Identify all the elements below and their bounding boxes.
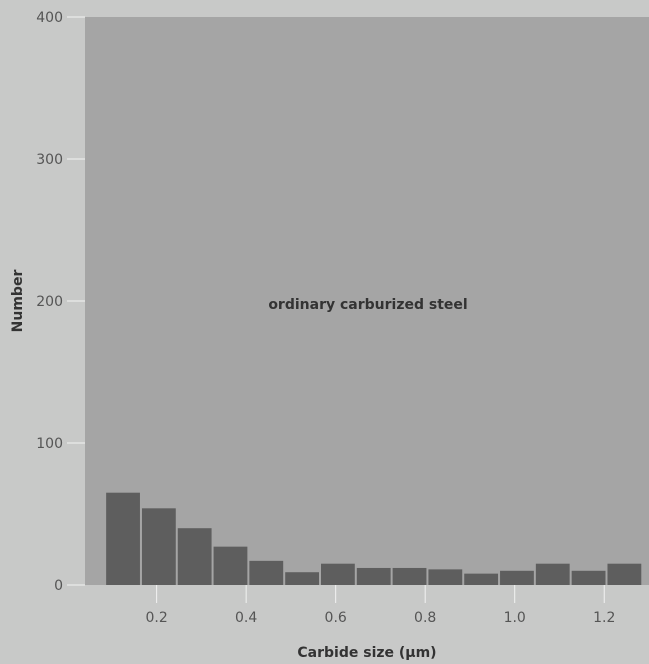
plot-area [85,17,649,585]
histogram-bar [106,492,140,585]
x-tick-label: 0.2 [145,610,167,626]
x-tick-label: 0.4 [235,610,257,626]
histogram-bar [428,569,463,585]
histogram-bar [392,567,427,585]
histogram-bar [249,560,284,585]
histogram-bar [571,570,606,585]
x-axis-label: Carbide size (μm) [297,645,436,661]
histogram-bar [177,528,212,585]
x-tick-label: 1.0 [504,610,526,626]
y-tick-label: 300 [36,152,63,168]
x-tick-label: 0.6 [325,610,347,626]
plot-annotation: ordinary carburized steel [268,297,467,313]
bars-group [106,492,642,585]
x-tick-label: 1.2 [593,610,615,626]
y-axis-label: Number [10,270,26,333]
histogram-bar [464,573,499,585]
y-tick-label: 400 [36,10,63,26]
y-axis-ticks: 0 100 200 300 400 [36,10,85,594]
y-tick-label: 200 [36,294,63,310]
x-tick-label: 0.8 [414,610,436,626]
y-tick-label: 100 [36,436,63,452]
histogram-bar [356,567,391,585]
histogram-bar [500,570,534,585]
histogram-bar [141,508,176,585]
histogram-bar [607,563,642,585]
histogram-bar [285,572,319,585]
histogram-bar [213,546,248,585]
y-tick-label: 0 [54,578,63,594]
x-axis-ticks: 0.2 0.4 0.6 0.8 1.0 1.2 [145,585,615,626]
histogram-bar [321,563,355,585]
histogram-bar [535,563,570,585]
